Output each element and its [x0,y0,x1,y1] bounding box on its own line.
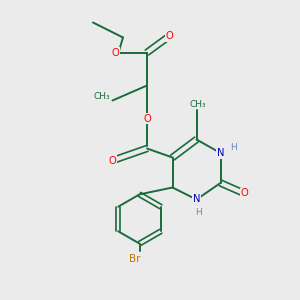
Text: H: H [230,143,236,152]
Text: N: N [193,194,200,205]
Text: CH₃: CH₃ [94,92,110,101]
Text: CH₃: CH₃ [190,100,206,109]
Text: O: O [143,113,151,124]
Text: O: O [241,188,248,199]
Text: N: N [217,148,224,158]
Text: O: O [166,31,173,41]
Text: O: O [109,155,116,166]
Text: H: H [195,208,201,217]
Text: O: O [112,47,119,58]
Text: Br: Br [129,254,141,265]
